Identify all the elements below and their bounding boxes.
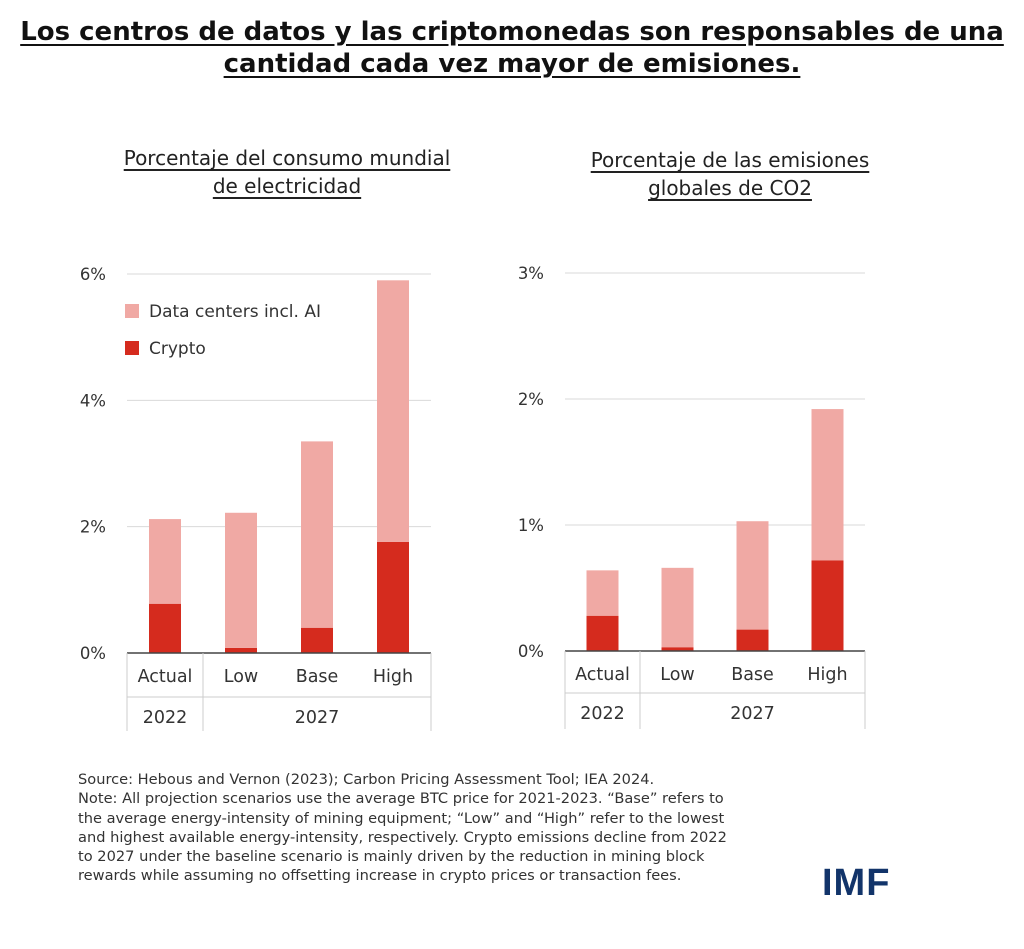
chart1-category-label: High — [373, 667, 413, 687]
footnote: Source: Hebous and Vernon (2023); Carbon… — [78, 770, 818, 886]
footnote-line: and highest available energy-intensity, … — [78, 828, 727, 846]
footnote-line: the average energy-intensity of mining e… — [78, 809, 725, 827]
chart2-category-label: Base — [731, 665, 774, 685]
chart2-group-label: 2027 — [730, 704, 775, 724]
chart2-y-tick-label: 2% — [518, 390, 544, 409]
chart1-bar-data-centers-incl-ai-low — [225, 512, 257, 648]
chart1-bar-data-centers-incl-ai-actual — [149, 519, 181, 604]
chart2-group-label: 2022 — [580, 704, 625, 724]
main-title: Los centros de datos y las criptomonedas… — [0, 16, 1024, 80]
chart2-y-tick-label: 1% — [518, 516, 544, 535]
chart2-y-tick-label: 0% — [518, 642, 544, 661]
main-title-line-1: Los centros de datos y las criptomonedas… — [20, 17, 1004, 47]
right-chart-title-line-1: Porcentaje de las emisiones — [590, 148, 870, 172]
chart1-bar-crypto-actual — [149, 603, 181, 653]
chart1-legend-label: Data centers incl. AI — [149, 302, 321, 322]
chart2-bar-crypto-low — [661, 647, 694, 651]
chart1-bar-data-centers-incl-ai-high — [377, 280, 409, 542]
left-chart-title-line-1: Porcentaje del consumo mundial — [123, 146, 451, 170]
left-chart-title-line-2: de electricidad — [212, 174, 362, 198]
chart1-category-label: Actual — [138, 667, 193, 687]
chart1-bar-crypto-low — [225, 647, 257, 653]
charts-area: 0% 2% 4% 6% Actual Low Base High 2022 2027 Data ce… — [80, 264, 866, 731]
chart2-bar-data-centers-incl-ai-high — [811, 409, 844, 561]
chart1-legend-swatch — [125, 304, 139, 318]
chart1-legend-label: Crypto — [149, 339, 206, 359]
chart1-legend-swatch — [125, 341, 139, 355]
chart1-category-label: Low — [224, 667, 258, 687]
chart2-bar-data-centers-incl-ai-base — [736, 521, 769, 630]
footnote-line: to 2027 under the baseline scenario is m… — [78, 848, 705, 866]
chart1-bar-crypto-base — [301, 627, 333, 653]
chart1-y-tick-label: 2% — [80, 518, 106, 537]
chart1-bar-data-centers-incl-ai-base — [301, 441, 333, 628]
chart2-bar-crypto-high — [811, 560, 844, 651]
chart2-category-label: Low — [660, 665, 694, 685]
chart2-category-label: Actual — [575, 665, 630, 685]
chart2-bar-crypto-base — [736, 629, 769, 651]
chart1-y-tick-label: 0% — [80, 644, 106, 663]
main-title-line-2: cantidad cada vez mayor de emisiones. — [223, 49, 801, 79]
footnote-line: rewards while assuming no offsetting inc… — [78, 867, 682, 885]
chart1-bar-crypto-high — [377, 541, 409, 653]
right-chart-title-line-2: globales de CO2 — [648, 176, 812, 200]
chart1-category-label: Base — [296, 667, 339, 687]
chart1-y-tick-label: 4% — [80, 391, 106, 410]
imf-logo: IMF — [822, 862, 891, 904]
chart1-group-label: 2022 — [143, 708, 188, 728]
footnote-line: Note: All projection scenarios use the a… — [78, 790, 724, 808]
left-chart-title: Porcentaje del consumo mundial de electr… — [87, 144, 487, 200]
chart2-y-tick-label: 3% — [518, 264, 544, 283]
chart2-category-label: High — [807, 665, 847, 685]
chart1-group-label: 2027 — [295, 708, 340, 728]
chart2-bar-data-centers-incl-ai-actual — [586, 570, 619, 616]
footnote-line: Source: Hebous and Vernon (2023); Carbon… — [78, 771, 655, 788]
right-chart-title: Porcentaje de las emisiones globales de … — [530, 146, 930, 202]
chart1-y-tick-label: 6% — [80, 265, 106, 284]
chart2-bar-data-centers-incl-ai-low — [661, 567, 694, 648]
chart2-bar-crypto-actual — [586, 615, 619, 651]
